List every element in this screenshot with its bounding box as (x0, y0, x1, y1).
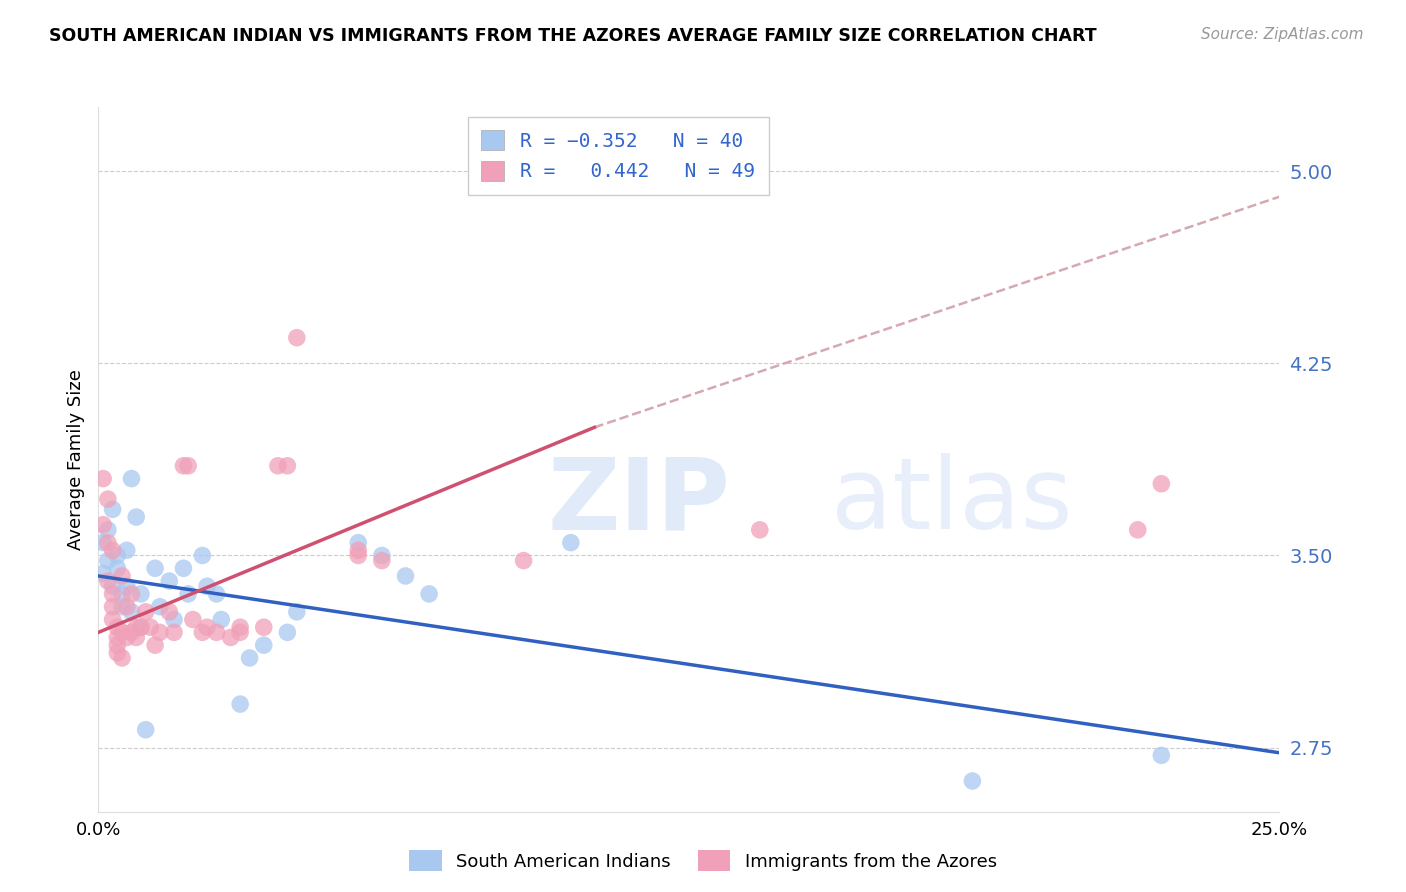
Point (111, 599, 134, 614)
Point (347, 535, 370, 549)
Point (157, 574, 180, 588)
Text: Source: ZipAtlas.com: Source: ZipAtlas.com (1201, 27, 1364, 42)
Point (177, 587, 200, 601)
Point (121, 472, 143, 486)
Point (97, 523, 120, 537)
Point (229, 697, 252, 711)
Point (253, 620, 276, 634)
Point (111, 587, 134, 601)
Point (101, 543, 124, 558)
Point (371, 553, 394, 567)
Point (125, 510, 148, 524)
Point (111, 651, 134, 665)
Point (149, 599, 172, 614)
Point (191, 549, 214, 563)
Point (135, 723, 157, 737)
Legend: South American Indians, Immigrants from the Azores: South American Indians, Immigrants from … (402, 843, 1004, 879)
Point (105, 620, 128, 634)
Point (101, 587, 124, 601)
Point (285, 605, 308, 619)
Point (129, 620, 152, 634)
Point (1150, 476, 1173, 491)
Point (97, 574, 120, 588)
Point (125, 631, 148, 645)
Point (143, 638, 166, 652)
Point (253, 638, 276, 652)
Y-axis label: Average Family Size: Average Family Size (66, 369, 84, 549)
Point (111, 569, 134, 583)
Point (143, 561, 166, 575)
Point (101, 613, 124, 627)
Point (115, 599, 138, 614)
Point (276, 625, 298, 640)
Point (101, 502, 124, 516)
Point (115, 631, 138, 645)
Legend: R = −0.352   N = 40, R =   0.442   N = 49: R = −0.352 N = 40, R = 0.442 N = 49 (468, 117, 769, 194)
Text: SOUTH AMERICAN INDIAN VS IMMIGRANTS FROM THE AZORES AVERAGE FAMILY SIZE CORRELAT: SOUTH AMERICAN INDIAN VS IMMIGRANTS FROM… (49, 27, 1097, 45)
Point (239, 651, 262, 665)
Point (91, 535, 114, 549)
Point (111, 625, 134, 640)
Point (105, 638, 128, 652)
Point (347, 549, 370, 563)
Point (101, 579, 124, 593)
Point (219, 631, 242, 645)
Point (394, 569, 416, 583)
Point (91, 517, 114, 532)
Point (163, 625, 186, 640)
Text: atlas: atlas (831, 453, 1073, 550)
Point (97, 535, 120, 549)
Point (105, 646, 128, 660)
Point (105, 549, 128, 563)
Point (105, 631, 128, 645)
Point (121, 587, 143, 601)
Point (129, 620, 152, 634)
Point (101, 599, 124, 614)
Point (229, 625, 252, 640)
Point (97, 492, 120, 507)
Point (1150, 748, 1173, 763)
Point (157, 605, 180, 619)
Point (205, 587, 228, 601)
Point (962, 774, 984, 789)
Point (139, 620, 162, 634)
Text: ZIP: ZIP (547, 453, 730, 550)
Point (121, 625, 143, 640)
Point (371, 549, 394, 563)
Point (285, 331, 308, 345)
Point (135, 605, 157, 619)
Point (748, 523, 770, 537)
Point (267, 458, 290, 473)
Point (205, 625, 228, 640)
Point (418, 587, 440, 601)
Point (125, 620, 148, 634)
Point (105, 561, 128, 575)
Point (195, 620, 218, 634)
Point (91, 566, 114, 581)
Point (191, 625, 214, 640)
Point (172, 458, 194, 473)
Point (229, 620, 252, 634)
Point (1126, 523, 1149, 537)
Point (181, 613, 204, 627)
Point (115, 579, 138, 593)
Point (149, 625, 172, 640)
Point (512, 553, 534, 567)
Point (97, 553, 120, 567)
Point (347, 543, 370, 558)
Point (121, 605, 143, 619)
Point (560, 535, 582, 549)
Point (177, 458, 200, 473)
Point (163, 613, 186, 627)
Point (91, 472, 114, 486)
Point (115, 543, 138, 558)
Point (172, 561, 194, 575)
Point (129, 587, 152, 601)
Point (195, 579, 218, 593)
Point (209, 613, 232, 627)
Point (276, 458, 298, 473)
